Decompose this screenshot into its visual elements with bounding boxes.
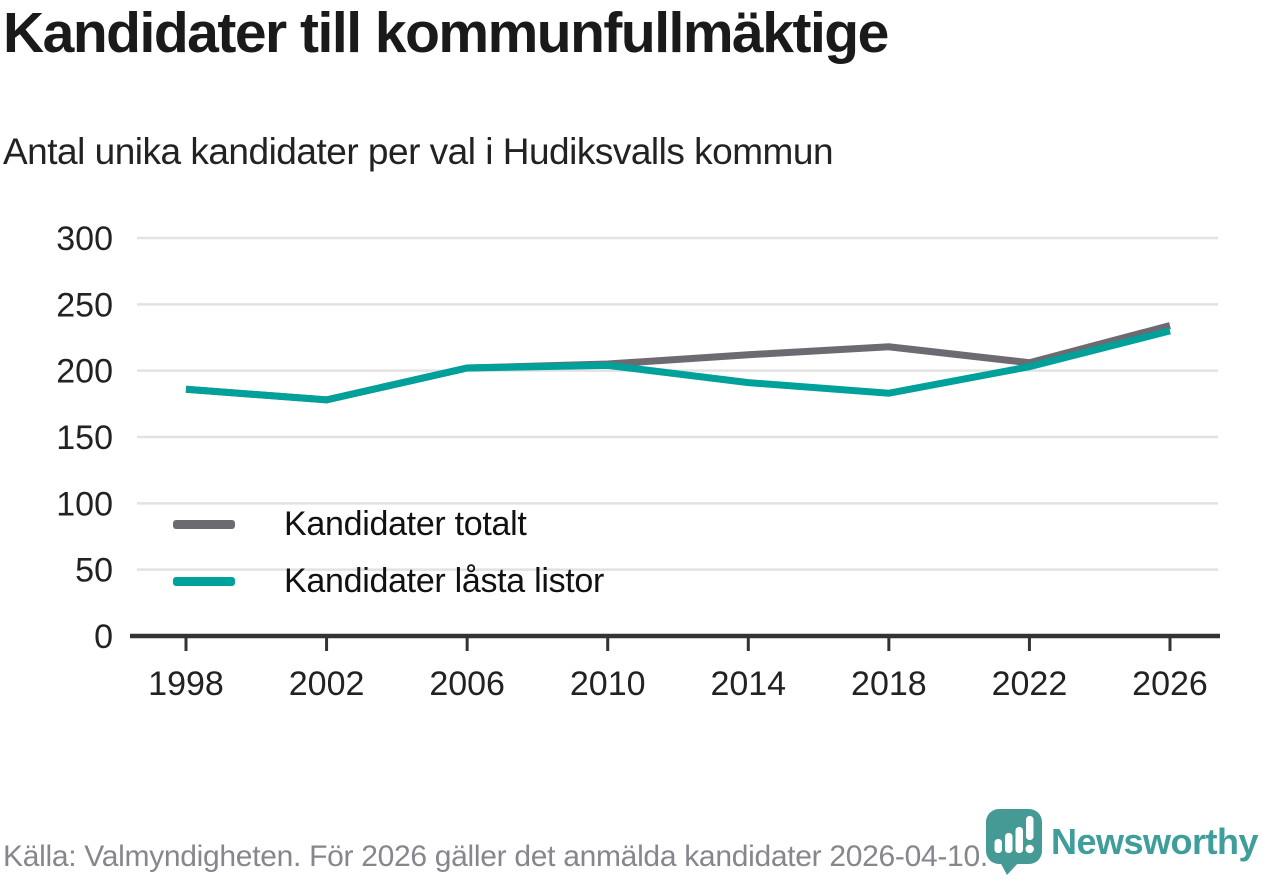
legend-item-lasta-listor: Kandidater låsta listor <box>173 553 604 610</box>
page-title: Kandidater till kommunfullmäktige <box>3 1 889 65</box>
newsworthy-logo: Newsworthy <box>985 808 1259 875</box>
source-note: Källa: Valmyndigheten. För 2026 gäller d… <box>3 840 988 873</box>
legend-swatch-lasta-listor <box>173 577 235 586</box>
newsworthy-bubble-icon <box>985 809 1042 875</box>
legend-item-totalt: Kandidater totalt <box>173 496 604 553</box>
series-line-totalt <box>185 322 1171 404</box>
legend-label-lasta-listor: Kandidater låsta listor <box>284 562 605 600</box>
x-axis-label: 2022 <box>992 665 1068 703</box>
x-axis-label: 2014 <box>710 665 786 703</box>
series-line-lasta-listor <box>185 327 1171 404</box>
y-axis-label: 200 <box>56 353 113 391</box>
x-axis-label: 2018 <box>851 665 927 703</box>
page-subtitle: Antal unika kandidater per val i Hudiksv… <box>3 131 834 172</box>
newsworthy-wordmark: Newsworthy <box>1050 820 1259 862</box>
x-axis-label: 2002 <box>289 665 365 703</box>
legend-swatch-totalt <box>173 520 235 529</box>
x-axis-label: 2026 <box>1132 665 1208 703</box>
y-axis-label: 150 <box>56 419 113 457</box>
chart-legend: Kandidater totalt Kandidater låsta listo… <box>173 496 604 610</box>
legend-label-totalt: Kandidater totalt <box>284 505 527 543</box>
x-axis-label: 2006 <box>429 665 505 703</box>
y-axis-label: 0 <box>94 618 113 656</box>
y-axis-label: 50 <box>75 552 113 590</box>
y-axis-label: 250 <box>56 286 113 324</box>
y-axis-label: 300 <box>56 220 113 258</box>
x-axis-label: 1998 <box>148 665 224 703</box>
x-axis-label: 2010 <box>570 665 646 703</box>
y-axis-label: 100 <box>56 485 113 523</box>
